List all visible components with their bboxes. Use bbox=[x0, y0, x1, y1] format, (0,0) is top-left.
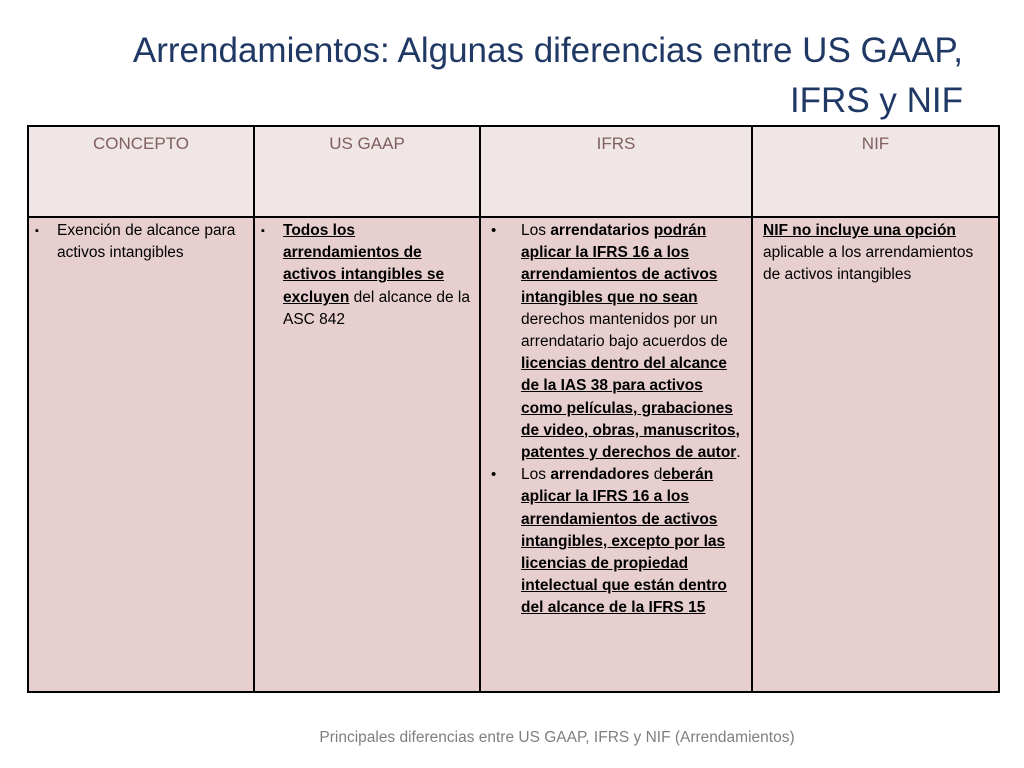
text-run-bold-underlined: podrán aplicar la IFRS 16 a los arrendam… bbox=[521, 222, 718, 306]
table-row: ▪ Exención de alcance para activos intan… bbox=[27, 216, 1000, 693]
cell-nif: NIF no incluye una opción aplicable a lo… bbox=[751, 216, 1000, 693]
comparison-table: CONCEPTO US GAAP IFRS NIF ▪ Exención de … bbox=[27, 125, 1000, 693]
slide-footer: Principales diferencias entre US GAAP, I… bbox=[319, 729, 795, 746]
nif-emphasis: NIF no incluye una opción bbox=[763, 222, 956, 239]
round-bullet-icon: • bbox=[491, 466, 497, 484]
cell-us-gaap: ▪ Todos los arrendamientos de activos in… bbox=[253, 216, 481, 693]
text-run: Los bbox=[521, 466, 551, 484]
table-header-row: CONCEPTO US GAAP IFRS NIF bbox=[27, 125, 1000, 218]
text-run-bold: arrendadores bbox=[550, 466, 650, 484]
header-ifrs: IFRS bbox=[479, 125, 753, 218]
square-bullet-icon: ▪ bbox=[35, 225, 39, 237]
text-run: Los bbox=[521, 222, 551, 239]
round-bullet-icon: • bbox=[491, 222, 497, 239]
text-run-bold: arrendatarios bbox=[550, 222, 650, 239]
text-run: derechos mantenidos por un arrendatario … bbox=[521, 310, 728, 351]
ifrs-bullet-arrendadores: • Los arrendadores deberán aplicar la IF… bbox=[487, 464, 743, 619]
ifrs-arrendatarios-text: Los arrendatarios podrán aplicar la IFRS… bbox=[521, 220, 743, 464]
text-run-bold-underlined: licencias dentro del alcance de la IAS 3… bbox=[521, 355, 740, 462]
header-nif: NIF bbox=[751, 125, 1000, 218]
header-concepto: CONCEPTO bbox=[27, 125, 255, 218]
cell-concepto: ▪ Exención de alcance para activos intan… bbox=[27, 216, 255, 693]
concepto-text: Exención de alcance para activos intangi… bbox=[57, 222, 236, 262]
ifrs-arrendadores-text: Los arrendadores deberán aplicar la IFRS… bbox=[521, 464, 743, 619]
text-run: . bbox=[736, 444, 741, 462]
slide-title-line-2: IFRS y NIF bbox=[789, 81, 963, 120]
nif-rest: aplicable a los arrendamientos de activo… bbox=[763, 244, 974, 284]
slide-title: Arrendamientos: Algunas diferencias entr… bbox=[60, 26, 963, 126]
text-run: d bbox=[649, 466, 663, 484]
header-us-gaap: US GAAP bbox=[253, 125, 481, 218]
us-gaap-emphasis: Todos los arrendamientos de activos inta… bbox=[283, 222, 445, 306]
us-gaap-text: Todos los arrendamientos de activos inta… bbox=[283, 220, 471, 331]
text-run-bold-underlined: eberán aplicar la IFRS 16 a los arrendam… bbox=[521, 466, 727, 617]
nif-text: NIF no incluye una opción aplicable a lo… bbox=[753, 218, 998, 291]
ifrs-bullet-arrendatarios: • Los arrendatarios podrán aplicar la IF… bbox=[487, 220, 743, 464]
slide-title-line-1: Arrendamientos: Algunas diferencias entr… bbox=[132, 31, 963, 70]
cell-ifrs: • Los arrendatarios podrán aplicar la IF… bbox=[479, 216, 753, 693]
square-bullet-icon: ▪ bbox=[261, 225, 265, 237]
us-gaap-rest: del alcance de la ASC 842 bbox=[283, 288, 470, 328]
